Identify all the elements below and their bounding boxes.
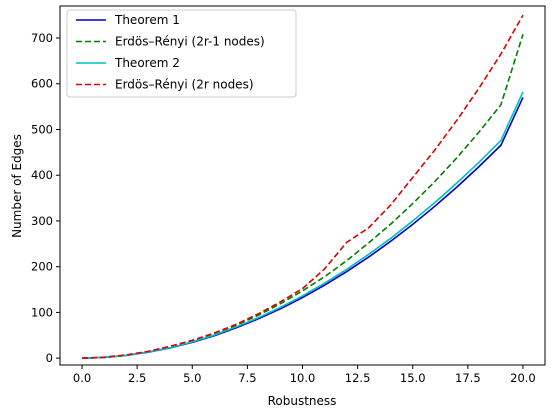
x-axis-label: Robustness (268, 394, 337, 408)
y-axis-label: Number of Edges (10, 134, 24, 238)
x-tick-label: 7.5 (238, 371, 256, 385)
y-tick-label: 300 (31, 214, 53, 228)
x-axis: 0.0 2.5 5.0 7.5 10.0 12.5 15.0 17.5 20.0 (73, 365, 536, 385)
x-tick-label: 10.0 (290, 371, 316, 385)
x-tick-label: 20.0 (510, 371, 536, 385)
y-tick-label: 100 (31, 305, 53, 319)
x-tick-label: 5.0 (183, 371, 201, 385)
y-axis: 0 100 200 300 400 500 600 700 (31, 31, 60, 365)
x-tick-label: 0.0 (73, 371, 91, 385)
x-tick-label: 2.5 (128, 371, 146, 385)
y-tick-label: 500 (31, 122, 53, 136)
y-tick-label: 0 (46, 351, 53, 365)
legend-label: Theorem 1 (114, 13, 180, 27)
x-tick-label: 17.5 (455, 371, 481, 385)
series-layer (82, 14, 524, 359)
series-line-erd-s-r-nyi-2r-nodes (82, 14, 524, 359)
y-tick-label: 400 (31, 168, 53, 182)
legend: Theorem 1 Erdös–Rényi (2r-1 nodes) Theorem… (66, 9, 297, 98)
legend-label: Theorem 2 (114, 56, 180, 70)
y-tick-label: 200 (31, 260, 53, 274)
x-tick-label: 12.5 (345, 371, 371, 385)
legend-label: Erdös–Rényi (2r-1 nodes) (115, 35, 265, 49)
y-tick-label: 700 (31, 31, 53, 45)
y-tick-label: 600 (31, 77, 53, 91)
x-tick-label: 15.0 (400, 371, 426, 385)
series-line-theorem-2 (82, 91, 524, 359)
legend-label: Erdös–Rényi (2r nodes) (115, 78, 254, 92)
legend-box (66, 9, 297, 98)
